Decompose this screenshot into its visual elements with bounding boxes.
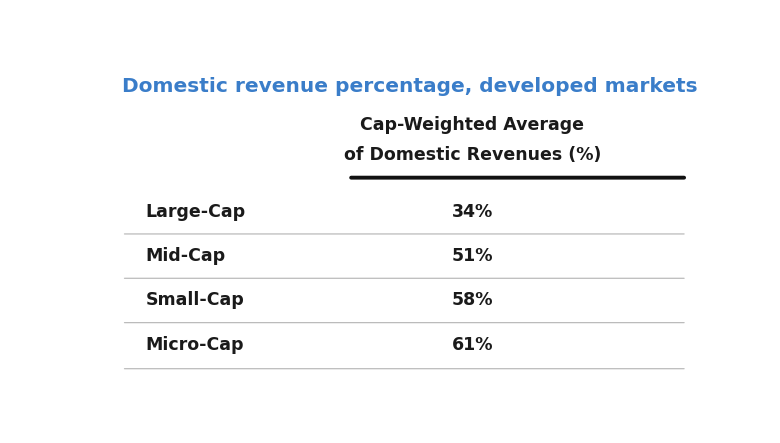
Text: of Domestic Revenues (%): of Domestic Revenues (%) [344,147,601,164]
Text: Small-Cap: Small-Cap [146,291,245,310]
Text: 58%: 58% [452,291,493,310]
Text: 34%: 34% [452,203,493,221]
Text: Mid-Cap: Mid-Cap [146,247,226,265]
Text: Cap-Weighted Average: Cap-Weighted Average [360,116,584,134]
Text: Domestic revenue percentage, developed markets: Domestic revenue percentage, developed m… [122,77,697,96]
Text: Large-Cap: Large-Cap [146,203,246,221]
Text: 61%: 61% [452,336,493,354]
Text: Micro-Cap: Micro-Cap [146,336,244,354]
Text: 51%: 51% [452,247,493,265]
